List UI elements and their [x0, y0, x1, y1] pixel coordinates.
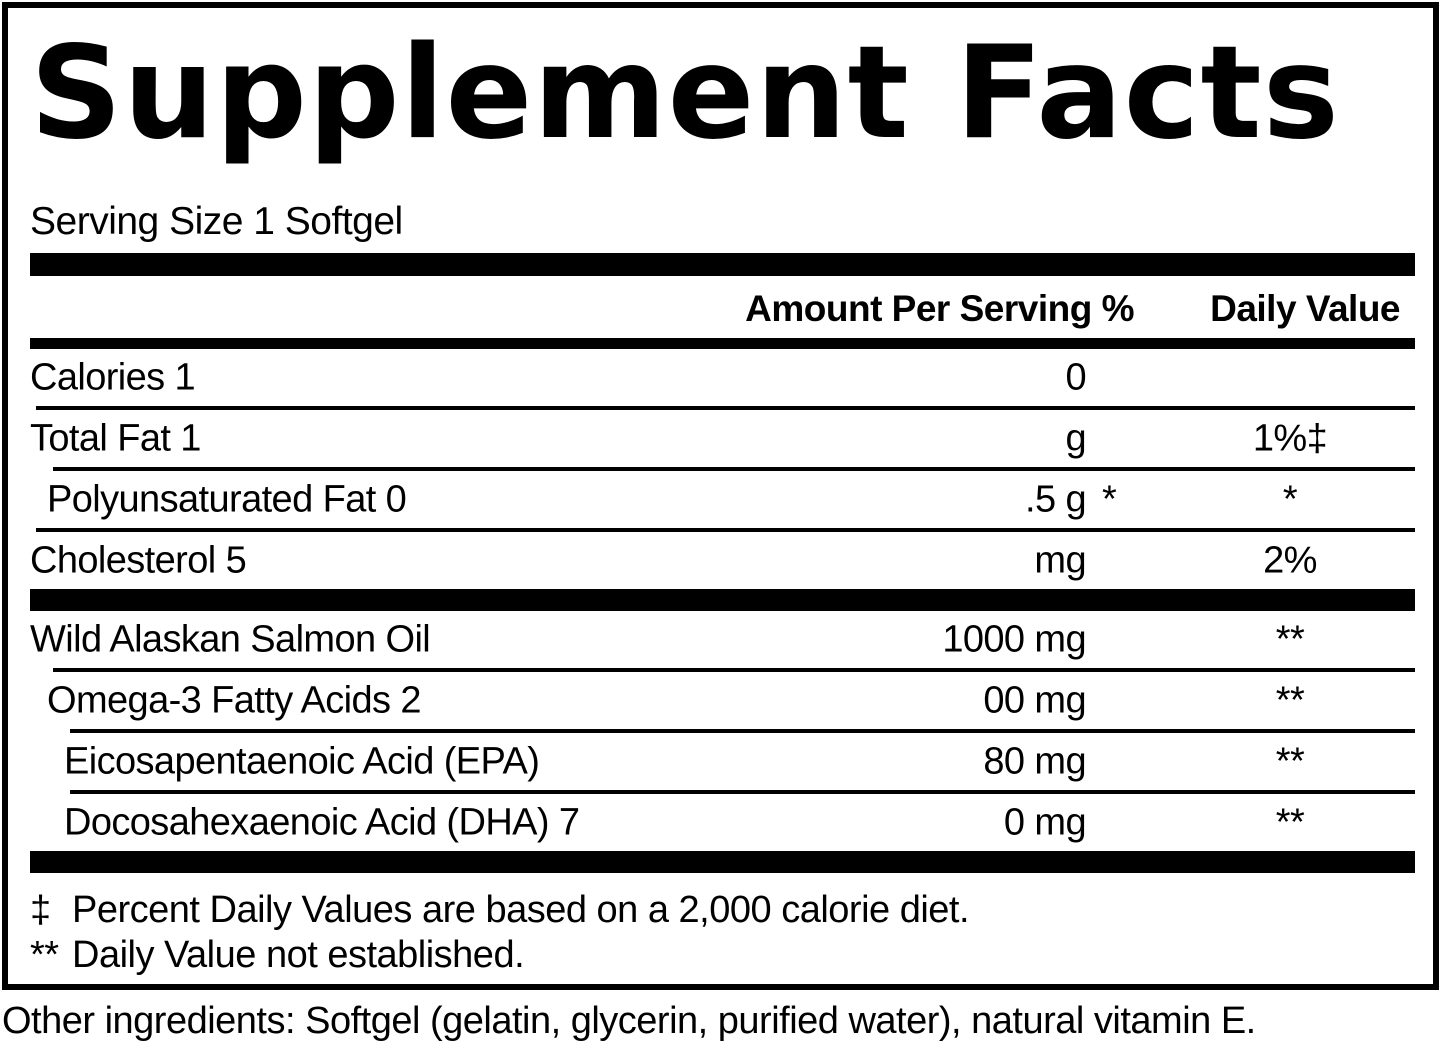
nutrient-daily-value: 2%: [1263, 539, 1317, 581]
nutrient-daily-value: *: [1282, 478, 1298, 520]
nutrient-name: Docosahexaenoic Acid (DHA) 7: [64, 801, 580, 843]
nutrient-name: Cholesterol 5: [30, 539, 247, 581]
nutrient-daily-value: **: [1275, 618, 1305, 660]
other-ingredients: Other ingredients: Softgel (gelatin, gly…: [2, 1000, 1256, 1042]
nutrient-name: Polyunsaturated Fat 0: [47, 478, 407, 520]
row-calories: Calories 1 0: [30, 349, 1415, 406]
amount-per-serving-header: Amount Per Serving %: [745, 288, 1134, 329]
nutrient-amount: 0 mg: [1003, 801, 1087, 843]
facts-box: Supplement Facts Serving Size 1 Softgel …: [2, 2, 1439, 990]
column-headers: Amount Per Serving % Daily Value: [30, 276, 1415, 338]
footnotes: ‡ Percent Daily Values are based on a 2,…: [30, 888, 1415, 978]
footnote-daily-values: ‡ Percent Daily Values are based on a 2,…: [30, 888, 1415, 933]
row-polyunsaturated-fat: Polyunsaturated Fat 0 .5 g * *: [30, 471, 1415, 528]
nutrient-name: Total Fat 1: [30, 417, 201, 459]
row-divider: [70, 790, 1415, 794]
row-dha: Docosahexaenoic Acid (DHA) 7 0 mg **: [30, 794, 1415, 851]
nutrient-amount: .5 g: [1025, 478, 1087, 520]
nutrient-name: Calories 1: [30, 356, 196, 398]
panel-title: Supplement Facts: [30, 19, 1340, 168]
nutrient-name: Omega-3 Fatty Acids 2: [47, 679, 422, 721]
row-divider: [36, 528, 1415, 532]
nutrient-amount: g: [1065, 417, 1086, 459]
row-divider: [53, 467, 1415, 471]
serving-size: Serving Size 1 Softgel: [30, 200, 403, 243]
row-salmon-oil: Wild Alaskan Salmon Oil 1000 mg **: [30, 611, 1415, 668]
separator-bar-header: [30, 338, 1415, 349]
footnote-text: Daily Value not established.: [72, 934, 525, 976]
row-divider: [36, 406, 1415, 410]
daily-value-header: Daily Value: [1210, 288, 1400, 329]
row-total-fat: Total Fat 1 g 1%‡: [30, 410, 1415, 467]
row-omega3: Omega-3 Fatty Acids 2 00 mg **: [30, 672, 1415, 729]
row-divider: [53, 668, 1415, 672]
row-cholesterol: Cholesterol 5 mg 2%: [30, 532, 1415, 589]
nutrient-amount: 00 mg: [983, 679, 1086, 721]
nutrient-daily-value: **: [1275, 801, 1305, 843]
separator-bar-bottom: [30, 851, 1415, 873]
separator-bar-mid: [30, 589, 1415, 611]
nutrient-amount: 1000 mg: [942, 618, 1086, 660]
nutrient-amount: mg: [1034, 539, 1086, 581]
nutrient-star: *: [1102, 478, 1117, 520]
footnote-text: Percent Daily Values are based on a 2,00…: [72, 889, 970, 931]
footnote-marker: **: [30, 934, 59, 976]
row-epa: Eicosapentaenoic Acid (EPA) 80 mg **: [30, 733, 1415, 790]
footnote-not-established: ** Daily Value not established.: [30, 933, 1415, 978]
nutrient-daily-value: **: [1275, 740, 1305, 782]
nutrient-name: Eicosapentaenoic Acid (EPA): [64, 740, 540, 782]
nutrient-daily-value: 1%‡: [1252, 417, 1328, 459]
nutrient-amount: 0: [1065, 356, 1086, 398]
nutrient-amount: 80 mg: [983, 740, 1086, 782]
separator-bar-top: [30, 253, 1415, 276]
nutrient-daily-value: **: [1275, 679, 1305, 721]
row-divider: [70, 729, 1415, 733]
nutrient-name: Wild Alaskan Salmon Oil: [30, 618, 431, 660]
footnote-marker: ‡: [30, 889, 51, 931]
